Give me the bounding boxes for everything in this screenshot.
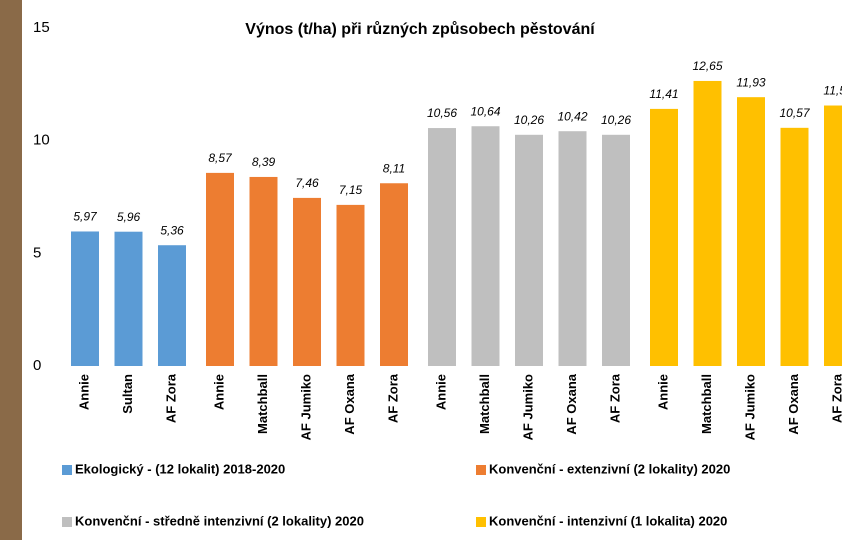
bar <box>337 205 365 366</box>
x-tick-label: AF Oxana <box>342 373 357 434</box>
value-label: 5,36 <box>160 223 184 237</box>
legend-label: Konvenční - intenzivní (1 lokalita) 2020 <box>489 513 727 528</box>
legend-swatch <box>476 465 486 475</box>
bar <box>115 232 143 366</box>
bar <box>602 135 630 366</box>
x-tick-label: Matchball <box>477 374 492 434</box>
x-tick-label: AF Zora <box>163 373 178 423</box>
x-tick-label: Matchball <box>699 374 714 434</box>
bar <box>559 131 587 366</box>
x-tick-label: AF Jumiko <box>742 374 757 441</box>
x-tick-label: AF Oxana <box>786 373 801 434</box>
x-tick-label: AF Jumiko <box>520 374 535 441</box>
value-label: 11,41 <box>649 87 678 101</box>
x-tick-label: Annie <box>76 374 91 410</box>
x-tick-label: AF Jumiko <box>298 374 313 441</box>
value-label: 10,26 <box>601 113 631 127</box>
bar <box>472 126 500 366</box>
legend-swatch <box>62 465 72 475</box>
chart: Výnos (t/ha) při různých způsobech pěsto… <box>0 0 842 540</box>
legend-swatch <box>476 517 486 527</box>
background-strip <box>0 0 22 540</box>
value-label: 11,93 <box>736 75 765 89</box>
bar <box>428 128 456 366</box>
value-label: 10,57 <box>779 106 810 120</box>
bar <box>206 173 234 366</box>
bar <box>515 135 543 366</box>
x-tick-label: Matchball <box>255 374 270 434</box>
bar <box>824 106 842 366</box>
value-label: 10,64 <box>470 104 500 118</box>
value-label: 8,57 <box>208 151 233 165</box>
value-label: 11,56 <box>823 84 842 98</box>
bar <box>250 177 278 366</box>
x-tick-label: AF Oxana <box>564 373 579 434</box>
bar <box>650 109 678 366</box>
value-label: 5,97 <box>73 210 98 224</box>
y-tick-label: 10 <box>33 132 50 149</box>
x-tick-label: AF Zora <box>607 373 622 423</box>
bar <box>380 183 408 366</box>
value-label: 5,96 <box>117 210 141 224</box>
legend-label: Ekologický - (12 lokalit) 2018-2020 <box>75 461 285 476</box>
bar <box>694 81 722 366</box>
value-label: 7,15 <box>339 183 363 197</box>
x-tick-label: Sultan <box>120 374 135 414</box>
legend-label: Konvenční - středně intenzivní (2 lokali… <box>75 513 364 528</box>
bar <box>781 128 809 366</box>
value-label: 8,11 <box>383 161 405 175</box>
x-tick-label: AF Zora <box>829 373 842 423</box>
x-tick-label: Annie <box>433 374 448 410</box>
value-label: 12,65 <box>692 59 722 73</box>
bar <box>293 198 321 366</box>
value-label: 10,42 <box>557 109 587 123</box>
bar <box>158 245 186 366</box>
y-tick-label: 5 <box>33 244 41 261</box>
legend-label: Konvenční - extenzivní (2 lokality) 2020 <box>489 461 730 476</box>
value-label: 10,56 <box>427 106 457 120</box>
y-tick-label: 15 <box>33 19 50 36</box>
y-tick-label: 0 <box>33 357 41 374</box>
bar <box>737 97 765 366</box>
x-tick-label: Annie <box>211 374 226 410</box>
value-label: 8,39 <box>252 155 276 169</box>
value-label: 7,46 <box>295 176 319 190</box>
legend-swatch <box>62 517 72 527</box>
value-label: 10,26 <box>514 113 544 127</box>
bar <box>71 231 99 366</box>
x-tick-label: AF Zora <box>385 373 400 423</box>
chart-title: Výnos (t/ha) při různých způsobech pěsto… <box>245 21 595 38</box>
x-tick-label: Annie <box>655 374 670 410</box>
